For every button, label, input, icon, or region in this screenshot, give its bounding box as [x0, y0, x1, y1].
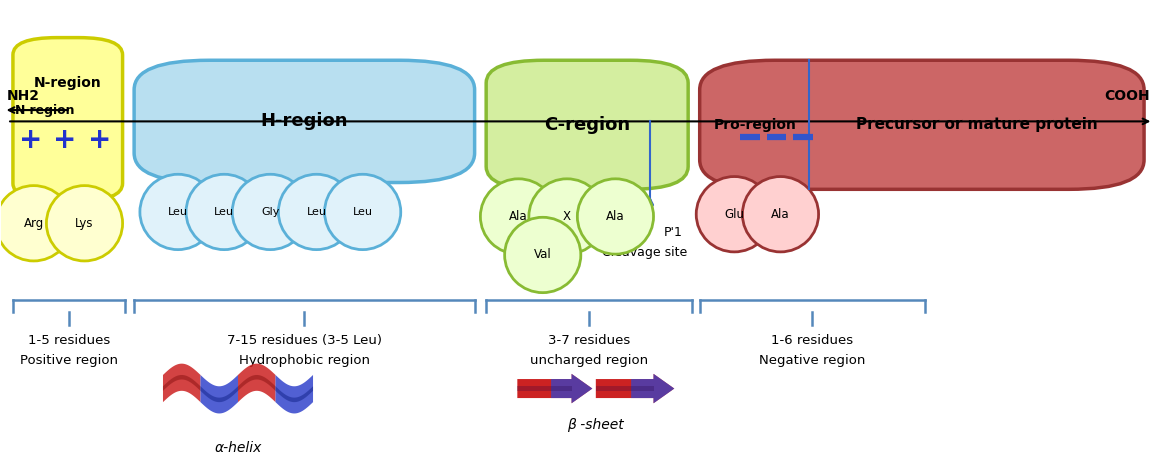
- Text: Lys: Lys: [75, 217, 94, 230]
- Text: P'1: P'1: [664, 225, 683, 239]
- Text: Leu: Leu: [353, 207, 373, 217]
- Text: Positive region: Positive region: [20, 354, 118, 367]
- Text: 3-7 residues: 3-7 residues: [547, 334, 631, 347]
- Polygon shape: [200, 386, 238, 402]
- FancyBboxPatch shape: [13, 38, 123, 201]
- Text: +: +: [88, 125, 111, 153]
- Text: Pro-region: Pro-region: [714, 118, 796, 132]
- FancyBboxPatch shape: [486, 60, 688, 189]
- Text: 1-6 residues: 1-6 residues: [772, 334, 854, 347]
- Ellipse shape: [743, 177, 819, 252]
- Polygon shape: [275, 375, 314, 414]
- Text: NH2: NH2: [7, 90, 40, 103]
- Text: Leu: Leu: [168, 207, 187, 217]
- Text: Precursor or mature protein: Precursor or mature protein: [856, 118, 1098, 132]
- Text: 1-5 residues: 1-5 residues: [28, 334, 110, 347]
- Text: Ala: Ala: [772, 208, 790, 221]
- Polygon shape: [238, 375, 275, 391]
- Text: Gly: Gly: [261, 207, 280, 217]
- Text: Arg: Arg: [23, 217, 44, 230]
- Ellipse shape: [504, 217, 581, 293]
- Text: H-region: H-region: [260, 112, 348, 130]
- Text: β -sheet: β -sheet: [567, 418, 624, 432]
- Text: +: +: [19, 125, 42, 153]
- Polygon shape: [275, 386, 314, 402]
- Text: Val: Val: [533, 248, 552, 262]
- Text: Ala: Ala: [606, 210, 625, 223]
- Text: +: +: [53, 125, 76, 153]
- Ellipse shape: [577, 179, 654, 254]
- Text: Glu: Glu: [724, 208, 744, 221]
- Ellipse shape: [140, 174, 216, 250]
- Text: P1: P1: [613, 225, 629, 239]
- Ellipse shape: [46, 185, 123, 261]
- Polygon shape: [631, 374, 675, 403]
- Polygon shape: [551, 374, 592, 403]
- Polygon shape: [200, 375, 238, 414]
- Text: C-region: C-region: [544, 116, 631, 134]
- Ellipse shape: [529, 179, 605, 254]
- FancyBboxPatch shape: [134, 60, 474, 183]
- Ellipse shape: [480, 179, 557, 254]
- Polygon shape: [596, 374, 675, 403]
- Polygon shape: [517, 374, 592, 403]
- Text: N-region: N-region: [34, 76, 102, 90]
- Text: 7-15 residues (3-5 Leu): 7-15 residues (3-5 Leu): [227, 334, 382, 347]
- Ellipse shape: [697, 177, 773, 252]
- Text: Cleavage site: Cleavage site: [602, 246, 687, 259]
- Text: X: X: [563, 210, 570, 223]
- Text: uncharged region: uncharged region: [530, 354, 648, 367]
- FancyBboxPatch shape: [700, 60, 1144, 189]
- Text: Ala: Ala: [509, 210, 528, 223]
- Text: N-region: N-region: [15, 104, 75, 117]
- Ellipse shape: [325, 174, 400, 250]
- Text: COOH: COOH: [1104, 90, 1150, 103]
- Ellipse shape: [0, 185, 72, 261]
- Text: Leu: Leu: [214, 207, 234, 217]
- Polygon shape: [238, 364, 275, 402]
- Polygon shape: [163, 375, 200, 391]
- Text: α-helix: α-helix: [214, 441, 261, 454]
- Text: Hydrophobic region: Hydrophobic region: [238, 354, 370, 367]
- Ellipse shape: [186, 174, 263, 250]
- Ellipse shape: [279, 174, 354, 250]
- Text: Negative region: Negative region: [759, 354, 865, 367]
- Ellipse shape: [233, 174, 309, 250]
- Polygon shape: [163, 364, 200, 402]
- Text: Leu: Leu: [307, 207, 326, 217]
